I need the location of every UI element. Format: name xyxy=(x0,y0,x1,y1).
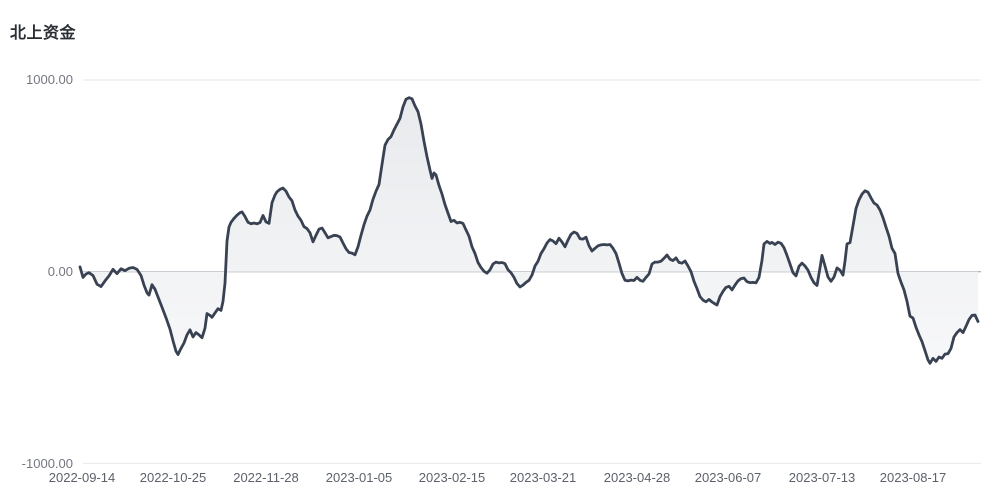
x-axis-label: 2023-04-28 xyxy=(603,470,671,485)
x-axis-label: 2023-08-17 xyxy=(879,470,947,485)
chart-title: 北上资金 xyxy=(10,25,77,42)
x-axis-label: 2022-10-25 xyxy=(139,470,207,485)
y-axis-label-1000: 1000.00 xyxy=(26,72,73,87)
x-axis-label: 2023-03-21 xyxy=(509,470,577,485)
x-axis-label: 2023-01-05 xyxy=(325,470,393,485)
x-axis-label: 2023-06-07 xyxy=(694,470,762,485)
x-axis-label: 2023-07-13 xyxy=(788,470,856,485)
x-axis-label: 2022-11-28 xyxy=(233,470,299,485)
series-line xyxy=(78,96,980,365)
x-axis-label: 2022-09-14 xyxy=(48,470,116,485)
x-axis-label: 2023-02-15 xyxy=(418,470,486,485)
y-axis-label-neg1000: -1000.00 xyxy=(21,456,73,471)
area-fill xyxy=(80,97,978,364)
y-axis-label-zero: 0.00 xyxy=(47,264,73,279)
